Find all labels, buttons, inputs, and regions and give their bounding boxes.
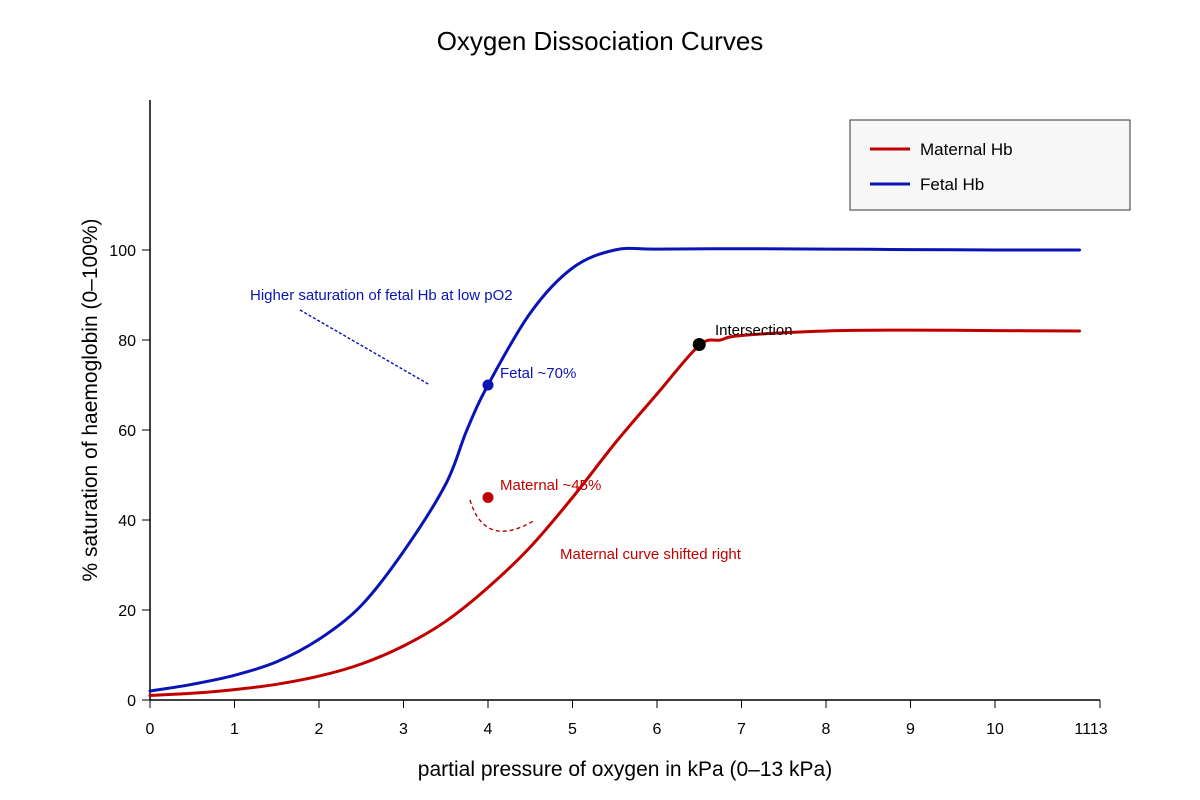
x-tick-label: 5 bbox=[568, 721, 577, 738]
x-tick-label: 10 bbox=[986, 721, 1004, 738]
x-tick-label: 1 bbox=[230, 721, 239, 738]
legend-label-fetal: Fetal Hb bbox=[920, 175, 984, 194]
point-fetal bbox=[482, 379, 494, 391]
annotation-maternal: Maternal curve shifted right bbox=[560, 546, 742, 563]
y-tick-label: 40 bbox=[118, 513, 136, 530]
point-maternal bbox=[482, 492, 494, 503]
annotation-maternal-pointer bbox=[469, 499, 536, 532]
x-end-tick-label: 1113 bbox=[1074, 721, 1107, 738]
x-tick-label: 8 bbox=[822, 721, 831, 738]
x-tick-label: 7 bbox=[737, 721, 746, 738]
x-tick-label: 3 bbox=[399, 721, 408, 738]
legend: Maternal Hb Fetal Hb bbox=[849, 119, 1131, 211]
x-axis-label: partial pressure of oxygen in kPa (0–13 … bbox=[418, 758, 832, 781]
y-tick-label: 20 bbox=[118, 603, 136, 620]
points-layer bbox=[482, 338, 706, 503]
annotation-fetal: Higher saturation of fetal Hb at low pO2 bbox=[250, 287, 513, 304]
y-tick-label: 100 bbox=[109, 243, 136, 260]
annotation-fetal-pointer bbox=[299, 309, 431, 386]
x-tick-label: 6 bbox=[653, 721, 662, 738]
y-ticks: 0 20 40 60 80 100 bbox=[109, 243, 150, 710]
chart-title: Oxygen Dissociation Curves bbox=[437, 26, 764, 56]
y-axis-label: % saturation of haemoglobin (0–100%) bbox=[79, 218, 102, 581]
point-intersection bbox=[692, 338, 706, 351]
y-tick-label: 0 bbox=[127, 693, 136, 710]
x-tick-label: 4 bbox=[484, 721, 493, 738]
x-tick-label: 2 bbox=[315, 721, 324, 738]
x-tick-label: 9 bbox=[906, 721, 915, 738]
y-tick-label: 80 bbox=[118, 333, 136, 350]
x-ticks: 0 1 2 3 4 5 6 7 8 9 10 bbox=[146, 700, 1004, 738]
x-tick-label: 0 bbox=[146, 721, 155, 738]
series-line-fetal bbox=[148, 246, 1081, 693]
series-layer bbox=[148, 246, 1081, 697]
point-label-intersection: Intersection bbox=[715, 322, 793, 339]
point-label-maternal: Maternal ~45% bbox=[500, 477, 601, 494]
legend-box bbox=[849, 119, 1131, 211]
series-line-maternal bbox=[148, 328, 1081, 697]
legend-label-maternal: Maternal Hb bbox=[920, 140, 1013, 159]
point-label-fetal: Fetal ~70% bbox=[500, 365, 576, 382]
y-tick-label: 60 bbox=[118, 423, 136, 440]
